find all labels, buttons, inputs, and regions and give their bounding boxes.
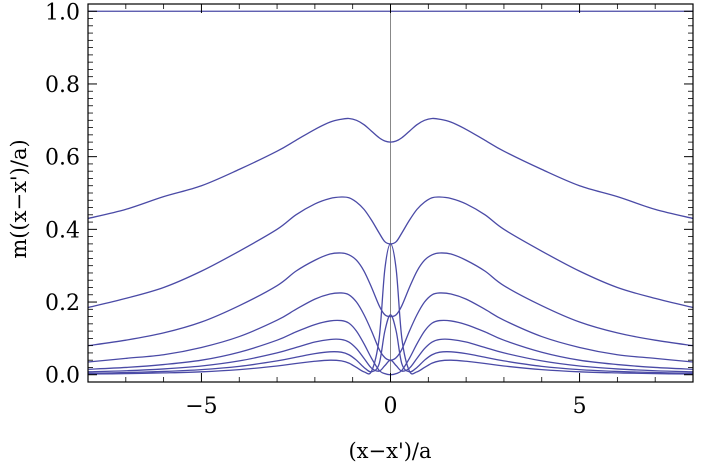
y-tick-label: 0.2 — [45, 291, 80, 316]
y-axis-title: m((x−x')/a) — [7, 139, 31, 258]
y-tick-label: 0.8 — [45, 73, 80, 98]
ticks-layer: −5 0 5 0.0 0.2 0.4 0.6 0.8 1.0 — [45, 0, 694, 419]
series-line-4 — [87, 252, 694, 347]
x-tick-label: −5 — [185, 394, 217, 419]
series-layer — [87, 10, 694, 376]
series-line-9 — [87, 243, 694, 375]
y-tick-label: 0.6 — [45, 146, 80, 171]
x-tick-label: 5 — [573, 394, 587, 419]
series-line-2 — [87, 117, 694, 220]
x-tick-label: 0 — [384, 394, 398, 419]
series-line-7 — [87, 338, 694, 373]
y-tick-label: 1.0 — [45, 0, 80, 25]
y-tick-label: 0.4 — [45, 218, 80, 243]
series-line-8 — [87, 314, 694, 374]
y-tick-label: 0.0 — [45, 364, 80, 389]
x-axis-title: (x−x')/a — [348, 439, 431, 463]
